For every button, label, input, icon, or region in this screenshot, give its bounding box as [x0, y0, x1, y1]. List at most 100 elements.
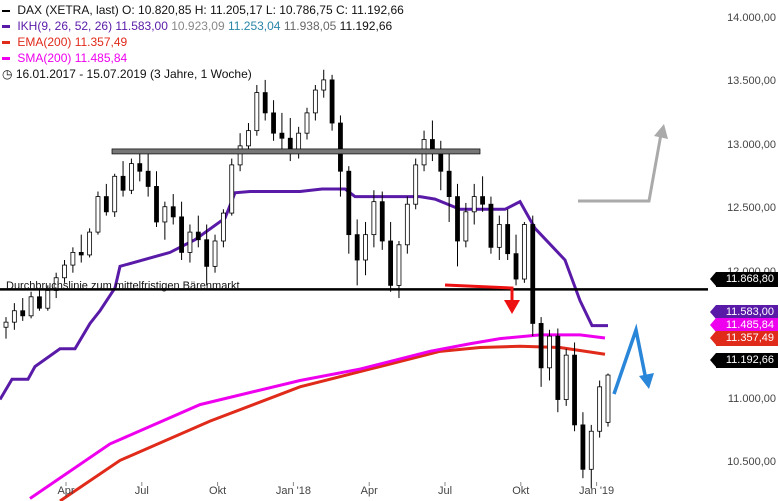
candle-body: [496, 224, 502, 248]
candle-body: [195, 231, 201, 241]
legend-ikh-row: IKH(9, 26, 52, 26) 11.583,00 10.923,09 1…: [2, 18, 404, 34]
y-tick-label: 14.000,00: [727, 12, 776, 25]
candle-body: [363, 234, 368, 261]
candle-body: [237, 145, 243, 166]
sma-value: 11.485,84: [74, 51, 128, 65]
x-tick-label: Apr: [360, 485, 378, 497]
ikh-value-4: 11.938,05: [283, 19, 337, 33]
legend-range-row: ◷ 16.01.2017 - 15.07.2019 (3 Jahre, 1 Wo…: [2, 66, 404, 82]
price-tag: 11.485,84: [710, 318, 778, 333]
ema-label: EMA(200): [17, 35, 72, 49]
candle-body: [597, 386, 603, 432]
candle-body: [446, 170, 452, 197]
candle-body: [95, 196, 101, 233]
candlestick-layer: [3, 69, 611, 489]
x-tick-label: Okt: [209, 485, 227, 497]
candle-body: [480, 196, 485, 205]
x-tick-label: Apr: [57, 485, 75, 497]
candle-body: [45, 290, 51, 309]
candle-body: [588, 430, 594, 470]
candle-body: [563, 354, 569, 400]
ikh-value-5: 11.192,66: [339, 19, 393, 33]
candle-body: [413, 164, 419, 205]
red-arrow: [444, 283, 514, 302]
candle-body: [379, 201, 385, 242]
candle-body: [137, 163, 143, 172]
price-tag: 11.357,49: [710, 331, 778, 346]
candle-body: [354, 234, 360, 261]
candle-body: [404, 203, 410, 246]
candle-body: [572, 354, 577, 426]
candle-body: [129, 163, 134, 191]
ikh-line: [0, 187, 608, 401]
candle-body: [371, 201, 377, 236]
ikh-value-3: 11.253,04: [227, 19, 281, 33]
candle-body: [246, 130, 251, 147]
candle-body: [304, 112, 310, 134]
ema-swatch: [2, 41, 10, 45]
red-arrow-head: [504, 300, 520, 314]
candle-body: [170, 206, 176, 218]
x-tick-label: Jan '18: [275, 485, 311, 497]
candle-body: [229, 164, 235, 214]
candle-body: [530, 224, 536, 324]
dax-swatch: [2, 9, 10, 12]
candle-body: [513, 253, 519, 280]
y-tick-label: 13.000,00: [727, 138, 776, 151]
candle-body: [505, 224, 511, 255]
grid-layer: [65, 482, 598, 486]
resistance-bar: [111, 148, 481, 155]
candle-body: [521, 224, 527, 280]
y-tick-label: 13.500,00: [727, 75, 776, 88]
candle-body: [396, 244, 402, 286]
candle-body: [87, 231, 93, 256]
y-tick-label: 11.000,00: [727, 392, 776, 405]
sma-label: SMA(200): [17, 51, 72, 65]
candle-body: [254, 92, 260, 132]
candle-body: [388, 240, 394, 286]
legend-ema-row: EMA(200) 11.357,49: [2, 34, 404, 50]
candle-body: [471, 196, 477, 213]
candle-body: [279, 132, 285, 139]
price-tag: 11.192,66: [710, 353, 778, 368]
candle-body: [329, 79, 335, 124]
candle-body: [271, 112, 276, 134]
candle-body: [78, 252, 84, 256]
candle-body: [321, 79, 327, 91]
candle-body: [179, 216, 184, 253]
candle-body: [555, 335, 561, 400]
candle-body: [103, 196, 109, 213]
candle-body: [28, 296, 34, 317]
clock-icon: ◷: [2, 67, 13, 81]
candle-body: [346, 170, 352, 236]
gray-arrow-head: [654, 124, 668, 139]
candle-body: [62, 264, 67, 279]
x-tick-label: Okt: [512, 485, 530, 497]
gray-arrow: [578, 133, 663, 203]
price-tag: 11.868,80: [710, 272, 778, 287]
candle-body: [438, 151, 444, 172]
candle-body: [220, 212, 226, 242]
x-tick-label: Jul: [134, 485, 149, 497]
ikh-swatch: [2, 25, 10, 29]
candle-body: [70, 252, 76, 266]
ema-200-line: [59, 344, 606, 501]
x-tick-label: Jan '19: [579, 485, 615, 497]
sma-swatch: [2, 57, 10, 61]
candle-body: [145, 170, 151, 187]
candle-body: [538, 323, 544, 369]
candle-body: [338, 122, 343, 172]
candle-body: [580, 424, 586, 470]
candle-body: [112, 175, 118, 213]
candle-body: [455, 196, 460, 242]
ikh-value-2: 10.923,09: [171, 19, 225, 33]
chart-legend: DAX (XETRA, last) O: 10.820,85 H: 11.205…: [2, 2, 404, 82]
candle-body: [154, 186, 159, 223]
x-tick-label: Jul: [437, 485, 453, 497]
ikh-label: IKH(9, 26, 52, 26): [17, 19, 113, 33]
legend-title-row: DAX (XETRA, last) O: 10.820,85 H: 11.205…: [2, 2, 404, 18]
candle-body: [204, 239, 210, 267]
candle-body: [212, 240, 218, 267]
y-tick-label: 12.500,00: [727, 202, 776, 215]
candle-body: [20, 310, 26, 317]
